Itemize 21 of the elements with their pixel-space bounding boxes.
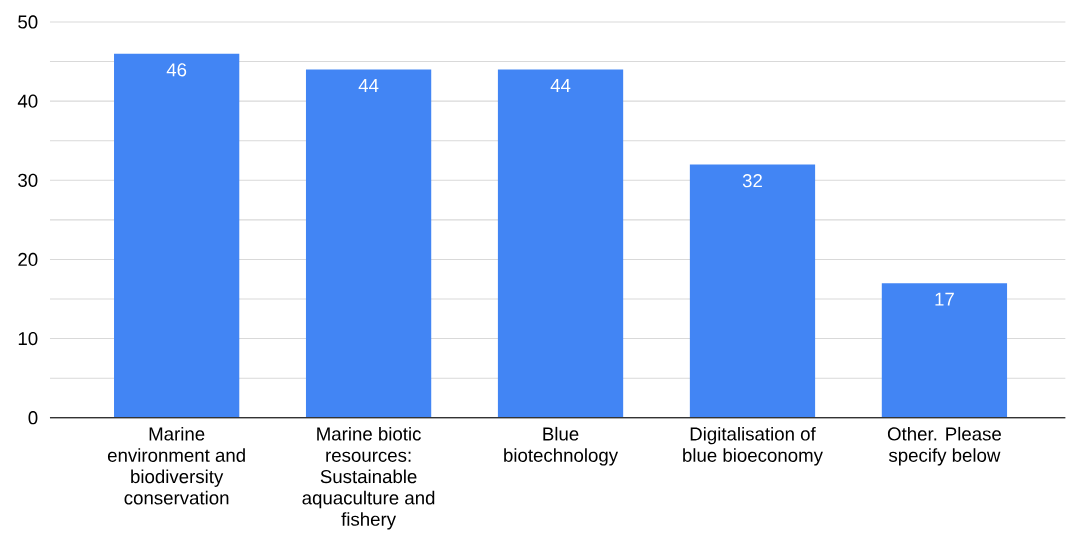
x-tick-label: Marine environment and biodiversity conservation: [107, 427, 245, 505]
data-label: 46: [166, 63, 187, 77]
x-tick-label: Marine biotic resources: Sustainable aquaculture and fishery: [302, 427, 435, 530]
bar: [114, 53, 240, 418]
bar: [689, 164, 816, 418]
x-tick-label: Other. Please specify below: [887, 427, 1001, 466]
y-tick-label: 20: [18, 252, 38, 267]
x-tick-label: Digitalisation of blue bioeconomy: [683, 427, 823, 466]
y-tick-label: 10: [18, 332, 38, 346]
bar: [305, 69, 432, 418]
bar: [881, 283, 1008, 418]
y-tick-label: 50: [18, 15, 38, 29]
bar: [497, 69, 624, 418]
data-label: 44: [358, 79, 379, 93]
y-tick-label: 0: [28, 411, 38, 425]
data-label: 44: [550, 79, 571, 93]
data-label: 17: [935, 292, 954, 306]
data-label: 32: [742, 174, 762, 188]
y-tick-label: 40: [17, 94, 38, 108]
x-tick-label: Blue biotechnology: [504, 427, 619, 466]
y-tick-label: 30: [18, 173, 38, 188]
